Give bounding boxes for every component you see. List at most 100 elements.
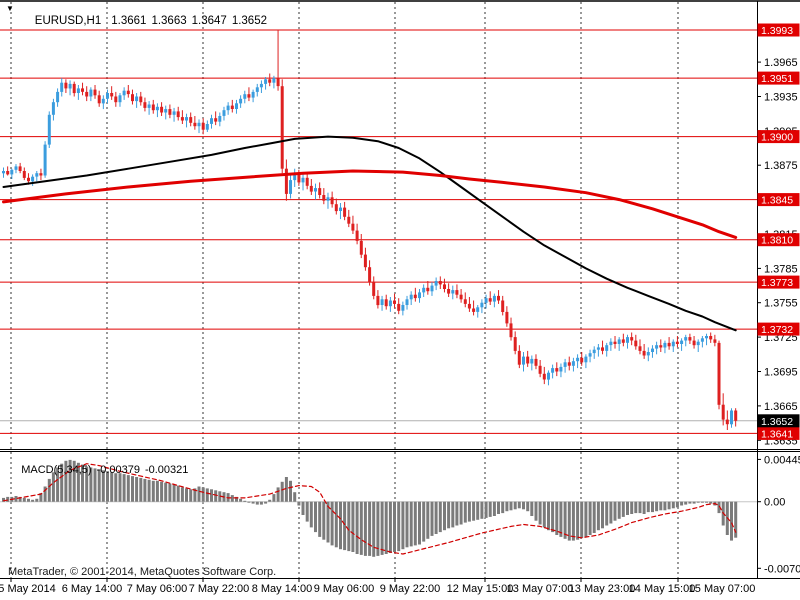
candle-body (638, 346, 642, 351)
candle-body (388, 300, 392, 307)
chart-shift-marker-icon[interactable]: ▼ (6, 4, 14, 13)
candle-body (393, 300, 396, 304)
candle-body (226, 105, 230, 111)
price-level-badge (757, 233, 800, 247)
candle-body (530, 358, 534, 364)
candle-body (725, 419, 729, 425)
macd-histogram-bar (630, 501, 634, 514)
time-axis-label: 7 May 22:00 (189, 583, 250, 595)
candle-body (472, 308, 476, 312)
macd-histogram-bar (534, 501, 538, 521)
macd-histogram-bar (455, 501, 459, 526)
macd-histogram-bar (563, 501, 567, 539)
candle-body (276, 78, 280, 87)
macd-histogram-bar (447, 501, 451, 529)
candle-body (255, 87, 259, 92)
macd-histogram-bar (251, 501, 255, 504)
candle-body (131, 94, 134, 102)
macd-histogram-bar (671, 501, 675, 509)
candle-body (264, 79, 268, 84)
candle-body (492, 295, 496, 302)
candle-body (588, 353, 592, 357)
macd-histogram-bar (189, 489, 193, 502)
candle-body (434, 281, 438, 286)
macd-histogram-bar (201, 487, 205, 502)
macd-histogram-bar (380, 501, 384, 555)
time-axis-label: 8 May 14:00 (252, 583, 313, 595)
macd-histogram-bar (68, 459, 72, 502)
macd-histogram-bar (297, 501, 301, 506)
macd-axis-label: -0.00701 (764, 563, 800, 575)
candle-body (351, 223, 355, 231)
candle-body (713, 339, 717, 343)
candle-body (605, 345, 609, 351)
macd-histogram-bar (76, 462, 80, 502)
candle-body (497, 295, 500, 301)
price-axis-label: 1.3665 (764, 401, 798, 413)
candle-body (584, 356, 588, 363)
price-axis-label: 1.3935 (764, 92, 798, 104)
price-axis-label: 1.3755 (764, 298, 798, 310)
candle-body (243, 94, 247, 99)
macd-histogram-bar (185, 488, 188, 502)
candle-body (413, 294, 417, 299)
candle-body (139, 96, 143, 103)
macd-histogram-bar (422, 501, 426, 542)
candle-body (43, 144, 47, 176)
macd-histogram-bar (47, 478, 51, 502)
macd-histogram-bar (717, 501, 721, 514)
time-axis-label: 12 May 15:00 (447, 583, 514, 595)
candle-body (372, 282, 376, 296)
candle-body (64, 82, 68, 89)
candle-body (630, 337, 634, 341)
price-level-badge (757, 426, 800, 440)
macd-histogram-bar (56, 467, 60, 502)
macd-histogram-bar (646, 501, 650, 513)
macd-histogram-bar (193, 488, 197, 502)
candle-body (280, 86, 284, 169)
macd-histogram-bar (376, 501, 380, 556)
macd-histogram-bar (463, 501, 467, 523)
candle-body (39, 173, 43, 176)
candle-body (601, 347, 604, 351)
macd-histogram-bar (97, 469, 101, 502)
candle-body (501, 300, 505, 312)
macd-histogram-bar (684, 501, 688, 505)
macd-histogram-bar (280, 481, 284, 502)
price-axis-label: 1.3785 (764, 263, 798, 275)
candle-body (201, 122, 205, 130)
price-level-badge-label: 1.3951 (761, 73, 793, 85)
macd-histogram-bar (651, 501, 654, 513)
macd-histogram-bar (626, 501, 629, 515)
price-level-badge (757, 71, 800, 85)
macd-histogram-bar (588, 501, 592, 535)
time-axis-label: 5 May 2014 (0, 583, 56, 595)
candle-body (72, 83, 76, 94)
candle-body (97, 95, 101, 104)
price-level-badge-label: 1.3641 (761, 428, 793, 440)
candle-body (218, 116, 222, 122)
macd-histogram-bar (617, 501, 621, 519)
macd-histogram-bar (176, 485, 180, 502)
quote-low: 1.3647 (191, 15, 227, 27)
candle-body (646, 352, 650, 356)
candle-body (210, 118, 213, 124)
candle-body (363, 254, 367, 268)
candle-body (147, 104, 151, 108)
candle-body (76, 88, 80, 93)
candle-body (547, 372, 550, 380)
candle-body (176, 111, 180, 118)
candle-body (447, 289, 451, 294)
macd-histogram-bar (675, 501, 679, 508)
current-price-badge-label: 1.3652 (761, 416, 793, 428)
price-level-badge-label: 1.3900 (761, 132, 793, 144)
candle-body (193, 122, 197, 127)
macd-axis-label: 0.00445 (764, 454, 800, 466)
macd-histogram-bar (696, 501, 700, 503)
macd-histogram-bar (418, 501, 421, 545)
candle-body (688, 337, 692, 341)
candle-body (189, 117, 193, 123)
macd-histogram-bar (235, 496, 238, 502)
macd-histogram-bar (255, 501, 259, 505)
